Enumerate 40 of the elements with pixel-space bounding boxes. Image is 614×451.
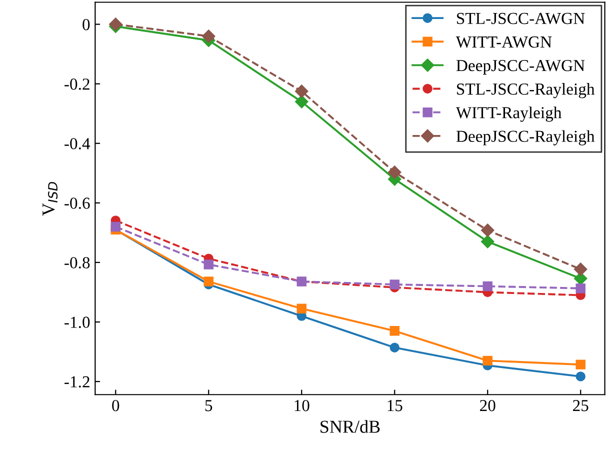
point — [574, 262, 588, 276]
point — [576, 372, 586, 382]
y-tick-label: -0.8 — [64, 257, 90, 268]
x-tick-label: 20 — [480, 400, 496, 412]
x-axis-title: SNR/dB — [320, 420, 380, 433]
point — [202, 30, 216, 43]
point — [204, 260, 214, 270]
point — [576, 360, 586, 370]
point — [295, 95, 308, 108]
x-tick-label: 5 — [205, 400, 212, 412]
point — [388, 166, 402, 179]
legend-label: DeepJSCC-AWGN — [456, 60, 585, 75]
y-axis-title: V$_{ISD}$ — [42, 182, 58, 216]
y-tick-label: -0.2 — [64, 78, 90, 90]
y-tick-label: -1.2 — [64, 376, 90, 388]
point — [295, 84, 308, 98]
point — [481, 224, 494, 237]
legend-label: STL-JSCC-Rayleigh — [457, 83, 595, 98]
point — [390, 280, 400, 290]
point — [110, 222, 120, 232]
legend-label: WITT-AWGN — [456, 36, 552, 48]
y-tick-label: -1.0 — [64, 316, 90, 328]
legend-label: WITT-Rayleigh — [456, 106, 562, 122]
x-tick-label: 25 — [573, 400, 588, 412]
point — [482, 356, 492, 366]
x-tick-label: 10 — [294, 400, 310, 412]
point — [576, 283, 586, 294]
point — [204, 276, 214, 286]
y-tick-label: -0.4 — [64, 138, 90, 150]
point — [296, 304, 306, 314]
legend-label: STL-JSCC-AWGN — [457, 12, 585, 24]
y-tick-label: -0.6 — [64, 198, 90, 209]
x-tick-label: 0 — [112, 400, 120, 412]
point — [482, 281, 492, 292]
x-tick-label: 15 — [388, 400, 402, 412]
point — [390, 342, 400, 352]
legend-label: DeepJSCC-Rayleigh — [456, 130, 595, 146]
y-tick-label: 0 — [82, 18, 90, 30]
point — [481, 235, 494, 248]
point — [390, 326, 400, 336]
